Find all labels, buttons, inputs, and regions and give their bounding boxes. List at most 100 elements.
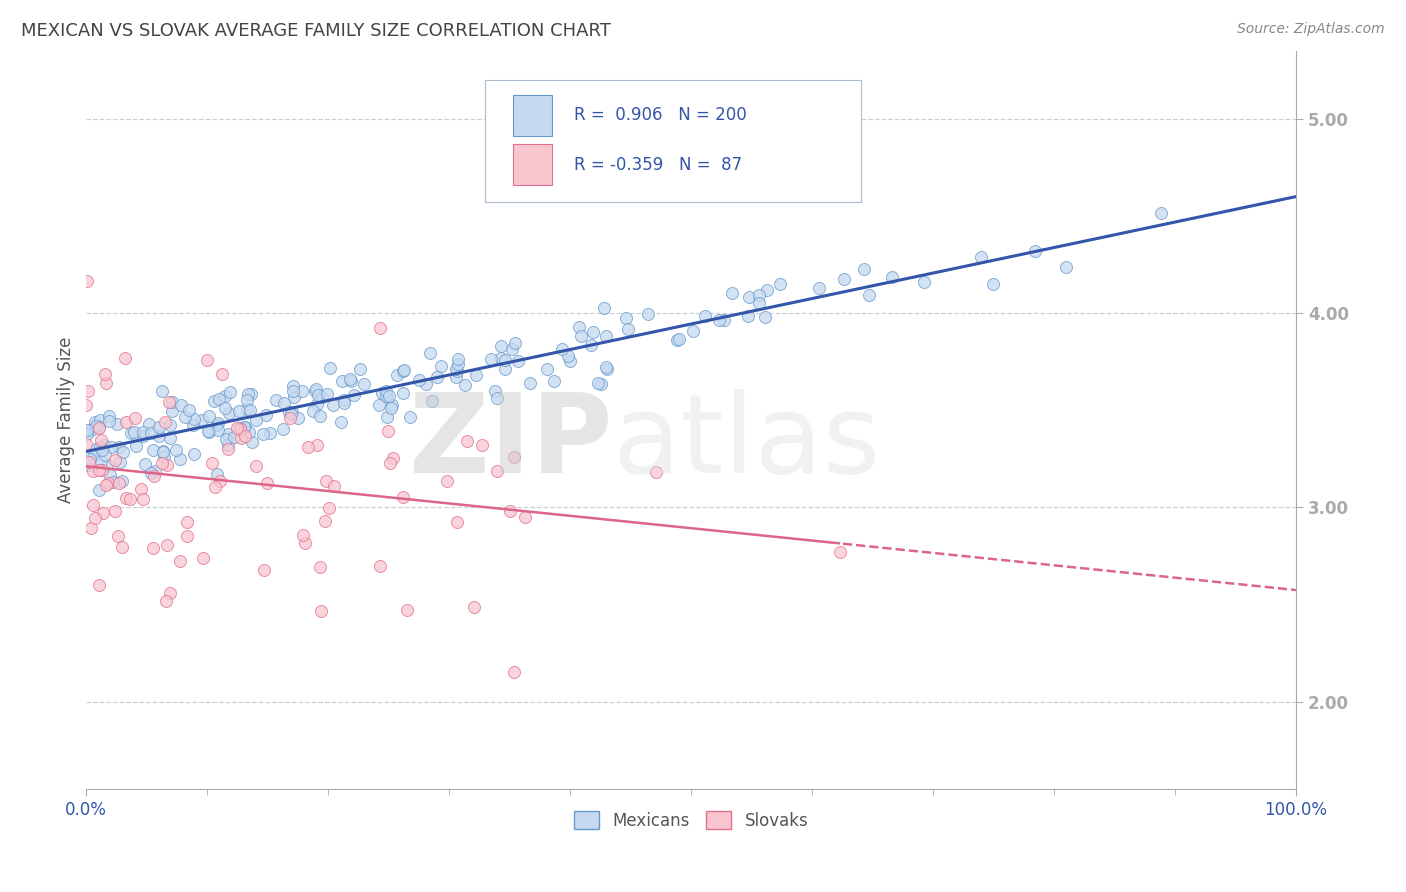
Point (322, 398, 344, 412)
Point (271, 422, 294, 436)
Point (235, 392, 257, 407)
Legend: Mexicans, Slovaks: Mexicans, Slovaks (567, 805, 815, 837)
Point (225, 421, 247, 435)
Point (157, 395, 180, 409)
Point (311, 390, 333, 404)
Point (668, 332, 690, 346)
Point (159, 431, 181, 445)
Point (707, 312, 730, 326)
Point (90, 454, 112, 468)
Point (190, 413, 212, 427)
Point (981, 277, 1004, 292)
FancyBboxPatch shape (513, 145, 553, 186)
Point (131, 428, 153, 442)
Point (291, 384, 314, 399)
Point (122, 425, 145, 439)
Text: R =  0.906   N = 200: R = 0.906 N = 200 (574, 106, 747, 124)
Point (693, 309, 716, 323)
Point (120, 426, 142, 441)
Point (75, 398, 97, 412)
Point (141, 425, 163, 440)
Point (970, 250, 993, 264)
Point (100, 440, 122, 454)
Point (880, 270, 903, 285)
Point (214, 401, 236, 416)
Point (382, 450, 405, 465)
Point (76, 423, 98, 437)
Point (107, 529, 129, 543)
Point (737, 309, 759, 323)
Point (134, 458, 156, 472)
Point (454, 378, 477, 392)
Point (169, 554, 191, 568)
Point (91, 463, 114, 477)
Point (77, 455, 100, 469)
Point (332, 393, 354, 408)
Point (399, 409, 422, 424)
Point (170, 399, 193, 413)
Point (489, 351, 512, 365)
Point (197, 424, 219, 438)
Point (160, 403, 183, 417)
Point (828, 544, 851, 558)
Point (1054, 260, 1077, 274)
Point (108, 455, 131, 469)
Point (207, 423, 229, 437)
Point (219, 384, 242, 399)
Point (176, 529, 198, 543)
Point (484, 384, 506, 398)
Point (589, 377, 612, 392)
Point (195, 353, 218, 368)
Point (368, 398, 391, 412)
Point (80, 423, 103, 437)
Point (83, 511, 105, 525)
Point (536, 361, 558, 376)
Point (214, 389, 236, 403)
Point (254, 409, 277, 423)
Point (87, 578, 110, 592)
Point (377, 424, 399, 438)
Point (748, 288, 770, 302)
Point (204, 480, 226, 494)
Point (96, 477, 118, 491)
Point (97, 475, 120, 490)
Point (391, 386, 413, 401)
Point (159, 586, 181, 600)
Point (465, 368, 488, 382)
Point (283, 390, 305, 404)
Point (139, 466, 162, 480)
Point (115, 491, 138, 505)
Point (125, 439, 148, 453)
Point (150, 384, 173, 398)
Point (304, 383, 326, 397)
Point (307, 438, 329, 452)
Point (408, 373, 430, 387)
Point (756, 283, 779, 297)
Point (754, 310, 776, 325)
Point (645, 466, 668, 480)
Point (586, 376, 609, 390)
Point (217, 438, 239, 452)
Point (595, 360, 617, 375)
Point (391, 364, 413, 378)
Point (87, 420, 110, 434)
Point (501, 342, 523, 356)
Point (519, 376, 541, 391)
Point (98, 413, 121, 427)
Point (111, 445, 134, 459)
Point (374, 388, 396, 402)
Point (80, 521, 103, 535)
Point (143, 465, 166, 479)
Point (315, 387, 337, 401)
Point (159, 418, 181, 433)
Point (494, 362, 516, 376)
Point (343, 388, 366, 402)
Point (593, 301, 616, 315)
Point (90, 443, 112, 458)
Point (446, 515, 468, 529)
Point (115, 415, 138, 429)
Point (558, 354, 581, 368)
Point (245, 458, 267, 473)
Point (90, 434, 112, 448)
Point (238, 387, 260, 401)
